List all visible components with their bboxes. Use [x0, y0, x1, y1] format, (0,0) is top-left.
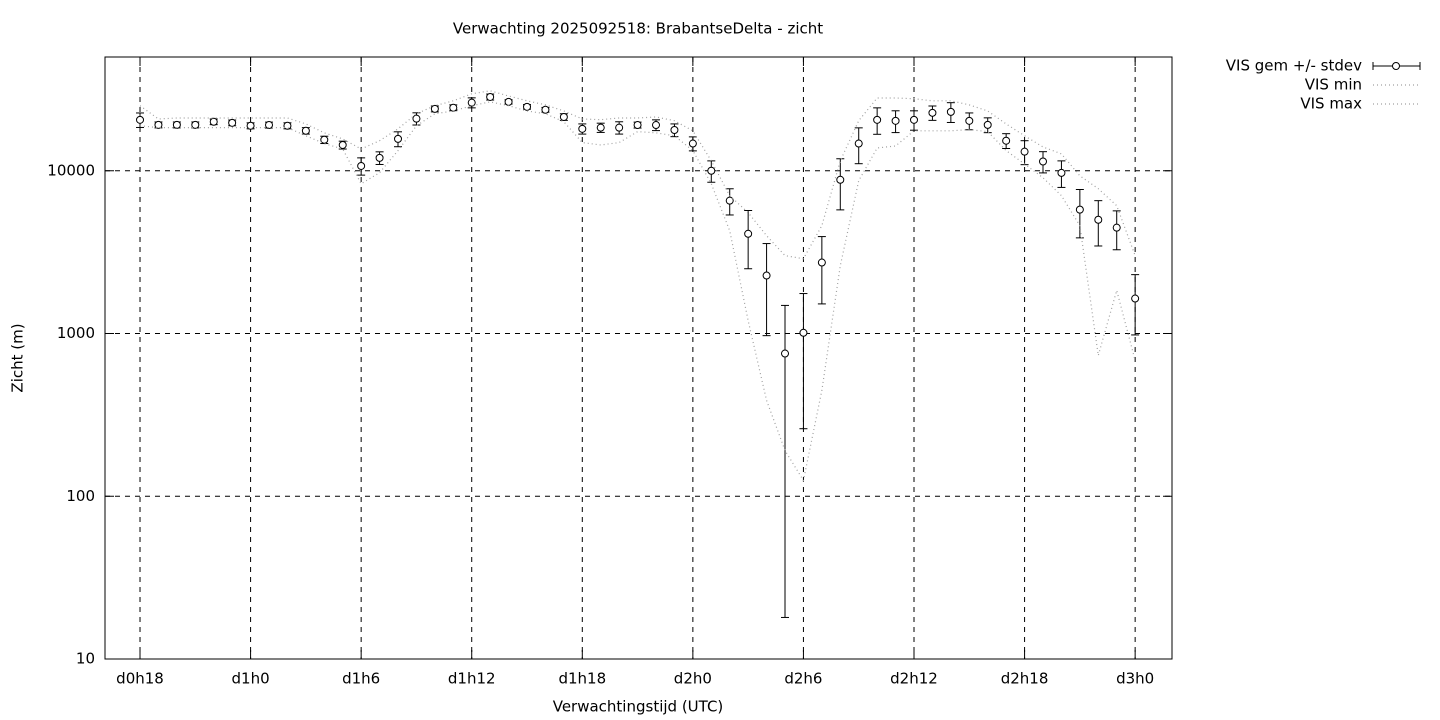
- point: [357, 161, 366, 170]
- point: [688, 139, 697, 148]
- point: [799, 328, 808, 337]
- point: [301, 126, 310, 135]
- point: [928, 108, 937, 117]
- y-tick-label: 1000: [57, 324, 95, 342]
- point: [154, 120, 163, 129]
- point: [172, 120, 181, 129]
- point: [320, 135, 329, 144]
- x-tick-label: d2h12: [890, 670, 938, 688]
- point: [1131, 294, 1140, 303]
- point: [541, 105, 550, 114]
- point: [1020, 147, 1029, 156]
- point: [596, 123, 605, 132]
- plot-frame: [104, 56, 1173, 660]
- legend-swatch: [1392, 62, 1400, 70]
- chart-title: Verwachting 2025092518: BrabantseDelta -…: [453, 20, 823, 38]
- point: [854, 139, 863, 148]
- x-axis-label: Verwachtingstijd (UTC): [553, 698, 724, 716]
- point: [375, 153, 384, 162]
- point: [283, 121, 292, 130]
- x-tick-label: d1h12: [448, 670, 496, 688]
- point: [486, 92, 495, 101]
- x-tick-label: d1h0: [232, 670, 270, 688]
- point: [1094, 215, 1103, 224]
- point: [652, 121, 661, 130]
- y-axis-label: Zicht (m): [9, 323, 27, 392]
- point: [817, 258, 826, 267]
- point: [523, 102, 532, 111]
- point: [467, 98, 476, 107]
- legend-label: VIS max: [1300, 95, 1362, 113]
- point: [430, 104, 439, 113]
- point: [578, 124, 587, 133]
- legend-label: VIS gem +/- stdev: [1226, 57, 1362, 75]
- x-tick-label: d2h0: [674, 670, 712, 688]
- point: [946, 107, 955, 116]
- point: [1112, 223, 1121, 232]
- series-line: [139, 90, 1136, 260]
- point: [891, 116, 900, 125]
- point: [983, 120, 992, 129]
- point: [136, 115, 145, 124]
- point: [836, 175, 845, 184]
- point: [394, 134, 403, 143]
- point: [191, 120, 200, 129]
- point: [338, 140, 347, 149]
- point: [873, 115, 882, 124]
- y-tick-label: 10: [76, 650, 95, 668]
- point: [725, 196, 734, 205]
- point: [670, 126, 679, 135]
- point: [910, 115, 919, 124]
- series-line: [139, 101, 1136, 483]
- point: [449, 103, 458, 112]
- point: [781, 349, 790, 358]
- point: [504, 97, 513, 106]
- point: [209, 117, 218, 126]
- point: [615, 123, 624, 132]
- legend-label: VIS min: [1305, 76, 1362, 94]
- point: [265, 121, 274, 130]
- point: [228, 118, 237, 127]
- x-tick-label: d1h18: [558, 670, 606, 688]
- x-tick-label: d0h18: [116, 670, 164, 688]
- point: [762, 271, 771, 280]
- point: [965, 116, 974, 125]
- point: [412, 114, 421, 123]
- point: [559, 112, 568, 121]
- x-tick-label: d2h18: [1001, 670, 1049, 688]
- x-tick-label: d3h0: [1116, 670, 1154, 688]
- point: [744, 229, 753, 238]
- point: [707, 166, 716, 175]
- point: [1075, 205, 1084, 214]
- point: [633, 121, 642, 130]
- point: [1002, 136, 1011, 145]
- x-tick-label: d2h6: [784, 670, 822, 688]
- x-tick-label: d1h6: [342, 670, 380, 688]
- y-tick-label: 100: [66, 487, 95, 505]
- y-tick-label: 10000: [47, 161, 95, 179]
- point: [1039, 157, 1048, 166]
- point: [1057, 168, 1066, 177]
